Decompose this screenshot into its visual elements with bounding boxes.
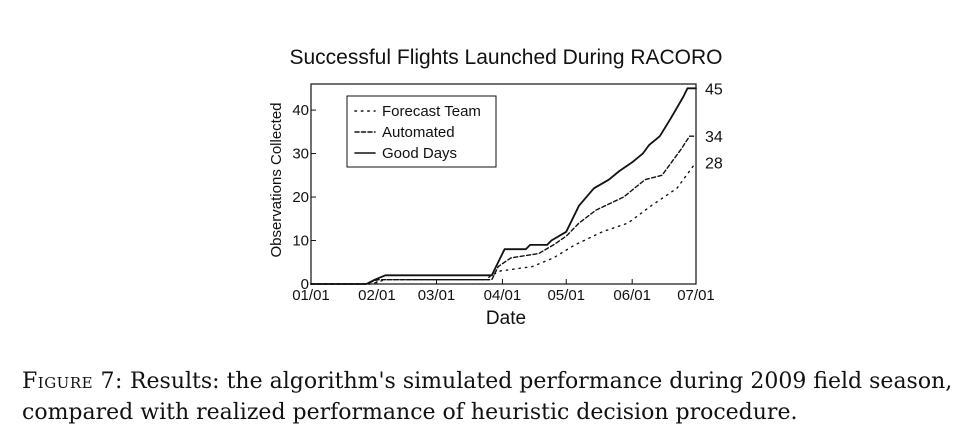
x-tick-label: 02/01: [358, 287, 396, 304]
legend-label: Good Days: [382, 145, 457, 162]
figure-caption: Figure 7: Results: the algorithm's simul…: [22, 366, 962, 428]
series-line-automated: [310, 135, 697, 285]
legend-label: Forecast Team: [382, 103, 481, 120]
x-tick-label: 07/01: [677, 287, 715, 304]
legend-label: Automated: [382, 124, 455, 141]
line-chart: Successful Flights Launched During RACOR…: [268, 46, 723, 329]
x-tick-label: 06/01: [613, 287, 651, 304]
y-tick-label: 0: [301, 276, 309, 293]
legend: Forecast Team Automated Good Days: [346, 95, 497, 168]
end-value-label: 45: [705, 81, 723, 98]
caption-label: Figure 7:: [22, 369, 123, 394]
end-value-label: 28: [705, 155, 723, 172]
x-tick-label: 03/01: [418, 287, 456, 304]
series-line-forecast-team: [310, 161, 697, 285]
y-tick-label: 20: [292, 189, 309, 206]
x-axis-label: Date: [486, 308, 526, 329]
x-tick-label: 01/01: [292, 287, 330, 304]
x-tick-label: 05/01: [547, 287, 585, 304]
x-tick-label: 04/01: [484, 287, 522, 304]
plot-frame: [310, 83, 697, 285]
chart-title: Successful Flights Launched During RACOR…: [289, 46, 722, 69]
series-line-good-days: [310, 87, 697, 285]
end-value-label: 34: [705, 129, 723, 146]
y-tick-label: 40: [292, 102, 309, 119]
y-tick-label: 30: [292, 146, 309, 163]
y-tick-label: 10: [292, 233, 309, 250]
y-axis-label: Observations Collected: [268, 102, 285, 257]
caption-text: Results: the algorithm's simulated perfo…: [22, 369, 953, 425]
